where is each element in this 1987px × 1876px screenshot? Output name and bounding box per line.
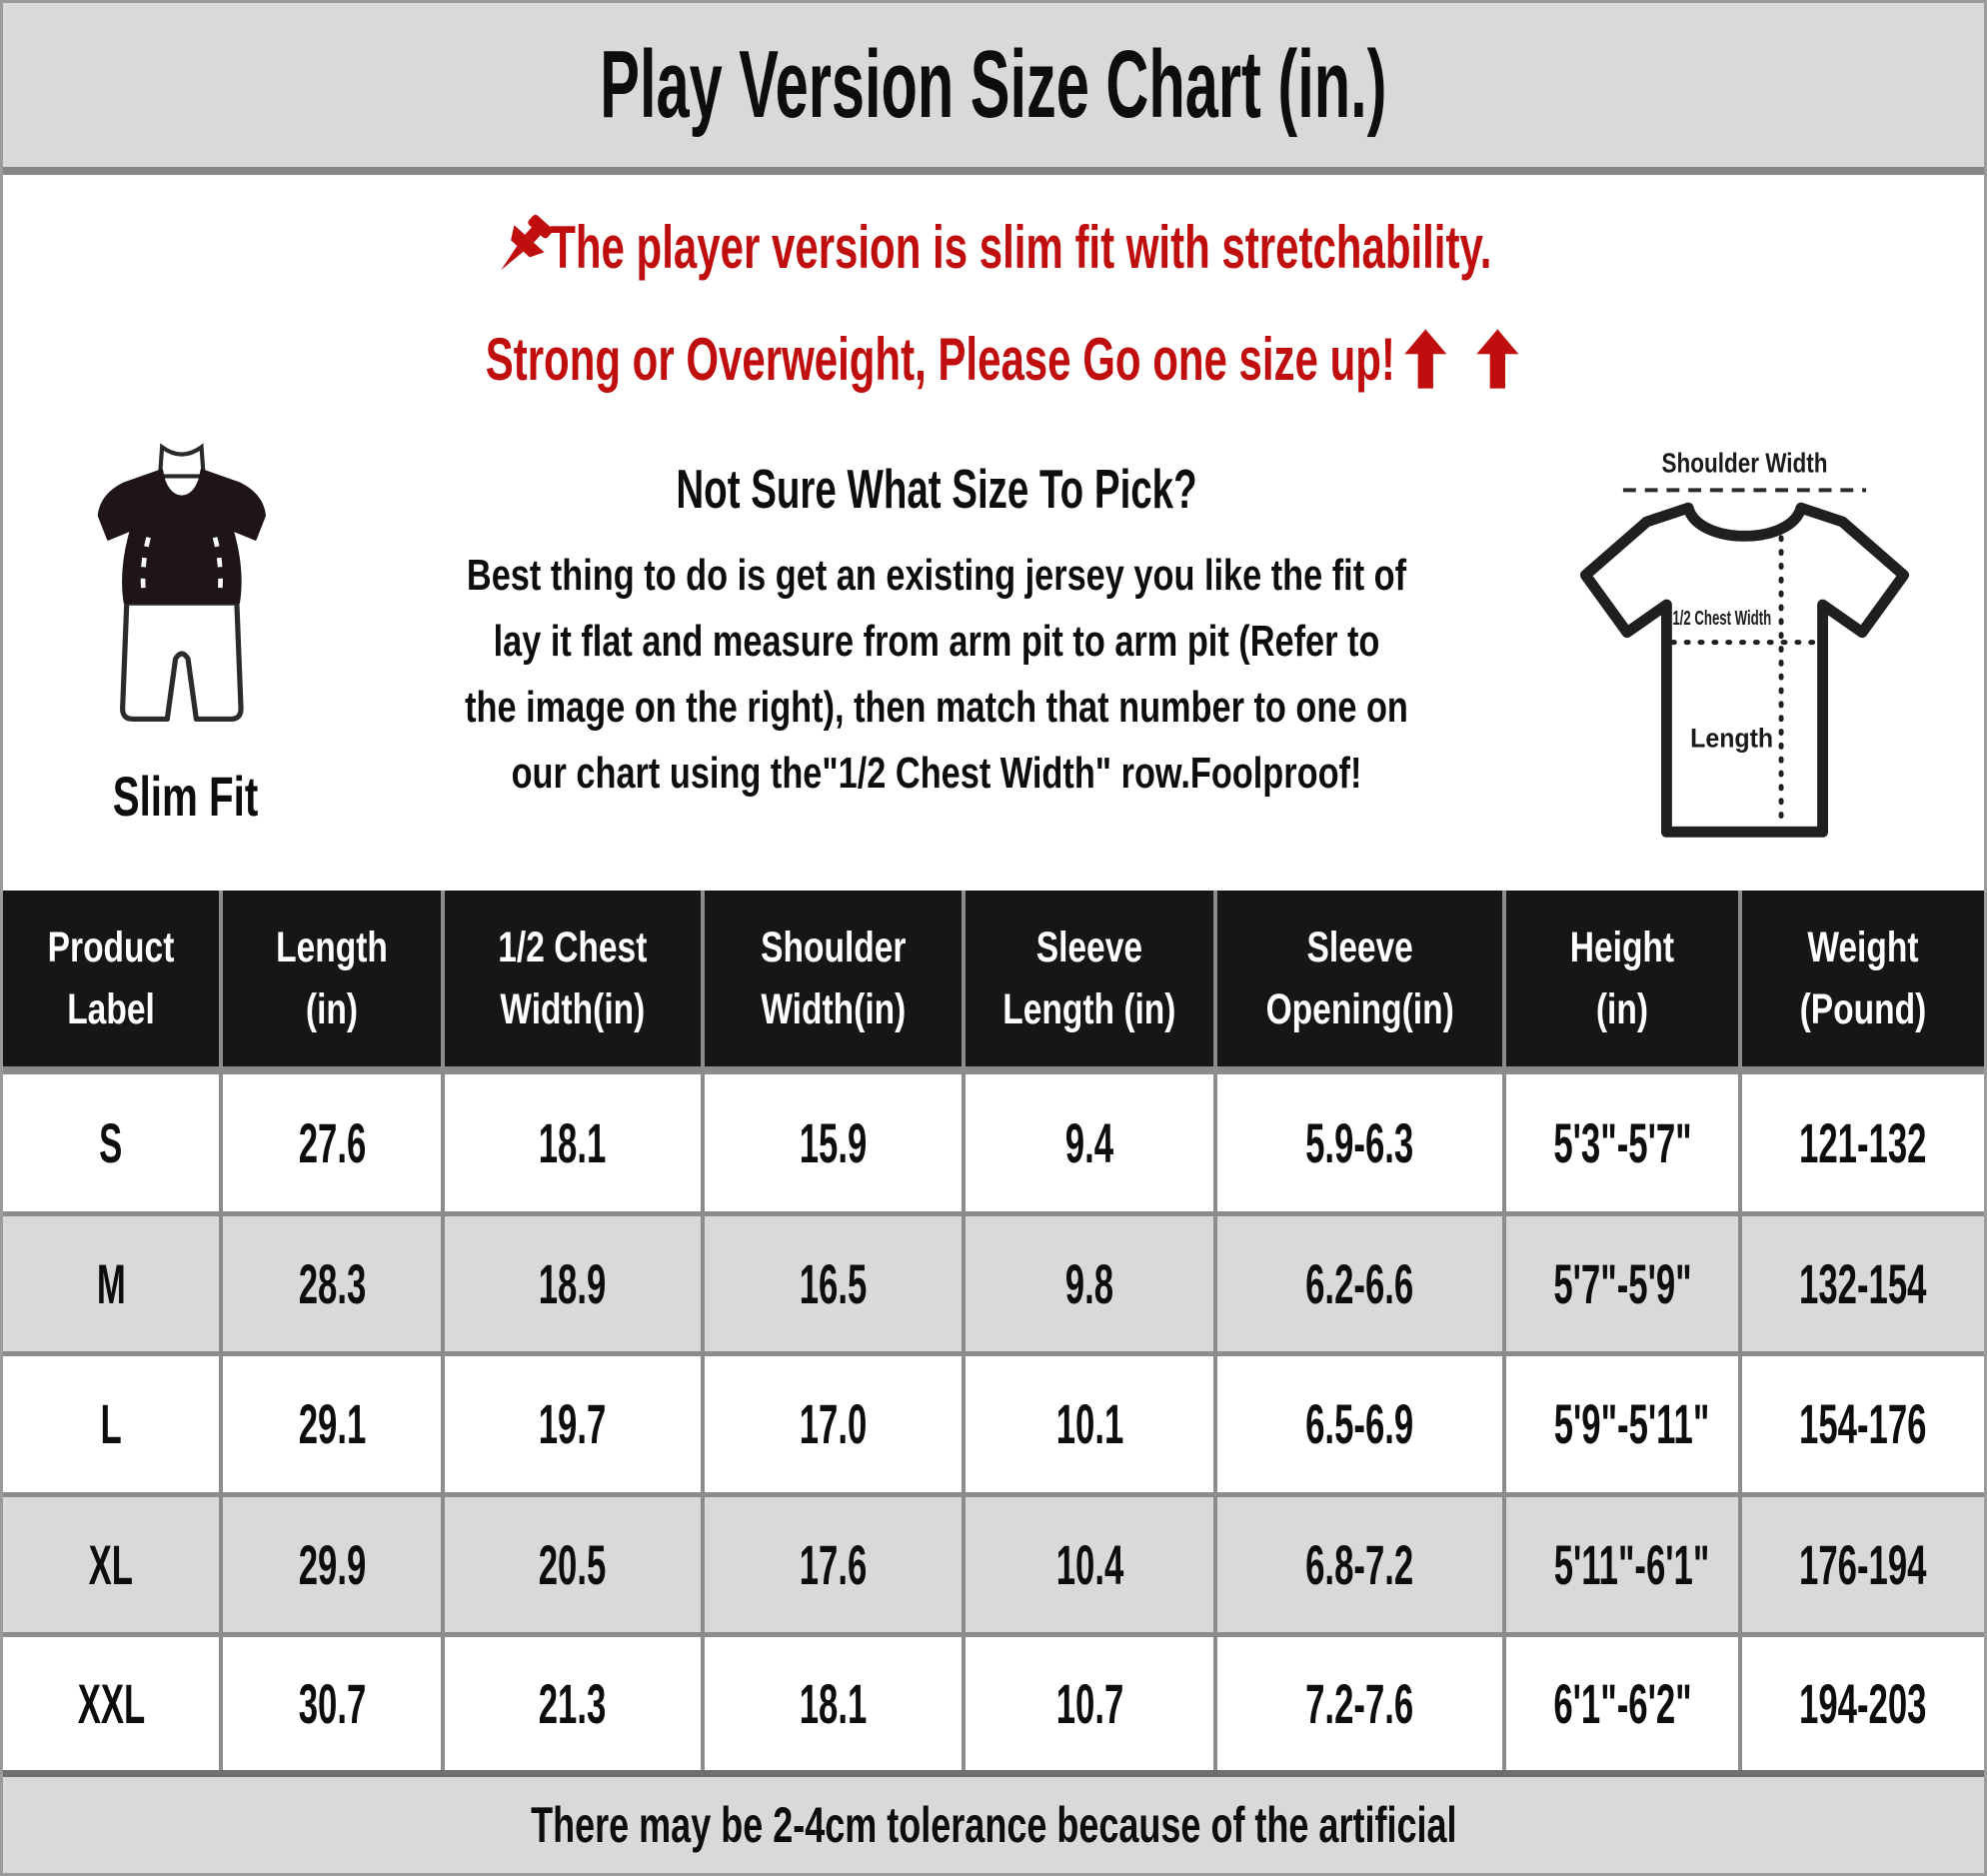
col-header-product-label: Product Label (3, 891, 222, 1074)
table-cell: 28.3 (219, 1210, 443, 1354)
size-help-line-4: our chart using the"1/2 Chest Width" row… (511, 749, 1362, 798)
table-cell: 6.2-6.6 (1212, 1210, 1505, 1354)
table-cell: 10.7 (962, 1632, 1215, 1770)
pushpin-icon (501, 214, 553, 271)
slim-fit-figure: Slim Fit (45, 439, 326, 829)
table-cell: 19.7 (440, 1351, 703, 1495)
up-arrow-icon (1404, 329, 1447, 389)
table-cell: 20.5 (440, 1491, 703, 1635)
col-header-length: Length (in) (219, 891, 443, 1074)
table-row-m: M 28.3 18.9 16.5 9.8 6.2-6.6 5'7"-5'9" 1… (3, 1210, 1984, 1354)
page-title: Play Version Size Chart (in.) (600, 31, 1387, 138)
tshirt-diagram-illustration: Shoulder Width 1/2 Chest Width Length (1579, 448, 1910, 838)
table-cell: 10.4 (962, 1491, 1215, 1635)
table-cell: 18.9 (440, 1210, 703, 1354)
table-cell: 17.6 (700, 1491, 965, 1635)
table-cell: 29.1 (219, 1351, 443, 1495)
notice-line-1: The player version is slim fit with stre… (300, 205, 1686, 289)
table-cell: 18.1 (440, 1070, 703, 1214)
col-header-shoulder-width: Shoulder Width(in) (700, 891, 965, 1074)
table-cell: 154-176 (1738, 1351, 1984, 1495)
table-cell: 5.9-6.3 (1212, 1070, 1505, 1214)
info-columns: Slim Fit Not Sure What Size To Pick? Bes… (3, 439, 1984, 869)
table-cell: XL (3, 1491, 222, 1635)
notice-text-2: Strong or Overweight, Please Go one size… (485, 325, 1395, 393)
shoulder-width-label: Shoulder Width (1661, 448, 1827, 479)
table-row-s: S 27.6 18.1 15.9 9.4 5.9-6.3 5'3"-5'7" 1… (3, 1070, 1984, 1214)
table-cell: XXL (3, 1632, 222, 1770)
table-cell: 176-194 (1738, 1491, 1984, 1635)
size-help: Not Sure What Size To Pick? Best thing t… (326, 439, 1547, 807)
slim-fit-illustration (97, 443, 266, 723)
table-cell: 6.8-7.2 (1212, 1491, 1505, 1635)
col-header-height: Height (in) (1502, 891, 1741, 1074)
length-label: Length (1690, 723, 1773, 753)
table-cell: 6.5-6.9 (1212, 1351, 1505, 1495)
measurement-diagram: Shoulder Width 1/2 Chest Width Length (1547, 439, 1942, 869)
table-cell: 17.0 (700, 1351, 965, 1495)
up-arrow-icon (1476, 329, 1519, 389)
table-row-xl: XL 29.9 20.5 17.6 10.4 6.8-7.2 5'11"-6'1… (3, 1491, 1984, 1635)
table-row-l: L 29.1 19.7 17.0 10.1 6.5-6.9 5'9"-5'11"… (3, 1351, 1984, 1495)
table-cell: L (3, 1351, 222, 1495)
table-cell: 6'1"-6'2" (1502, 1632, 1741, 1770)
col-header-sleeve-length: Sleeve Length (in) (962, 891, 1215, 1074)
title-band: Play Version Size Chart (in.) (3, 3, 1984, 175)
table-cell: 27.6 (219, 1070, 443, 1214)
table-cell: 132-154 (1738, 1210, 1984, 1354)
slim-fit-label: Slim Fit (112, 765, 259, 828)
footer-band: There may be 2-4cm tolerance because of … (3, 1770, 1984, 1873)
table-row-xxl: XXL 30.7 21.3 18.1 10.7 7.2-7.6 6'1"-6'2… (3, 1632, 1984, 1770)
table-cell: 9.4 (962, 1070, 1215, 1214)
table-cell: 18.1 (700, 1632, 965, 1770)
table-cell: 9.8 (962, 1210, 1215, 1354)
table-cell: 21.3 (440, 1632, 703, 1770)
table-cell: M (3, 1210, 222, 1354)
half-chest-width-label: 1/2 Chest Width (1672, 607, 1771, 630)
tolerance-note: There may be 2-4cm tolerance because of … (530, 1797, 1457, 1853)
table-cell: 121-132 (1738, 1070, 1984, 1214)
table-cell: 30.7 (219, 1632, 443, 1770)
size-help-line-3: the image on the right), then match that… (465, 683, 1408, 732)
size-table: Product Label Length (in) 1/2 Chest Width(i… (3, 891, 1984, 1770)
table-cell: 10.1 (962, 1351, 1215, 1495)
table-cell: 16.5 (700, 1210, 965, 1354)
notice-line-2: Strong or Overweight, Please Go one size… (300, 317, 1686, 401)
table-cell: 5'9"-5'11" (1502, 1351, 1741, 1495)
table-header-row: Product Label Length (in) 1/2 Chest Width(i… (3, 891, 1984, 1074)
notice-text-1: The player version is slim fit with stre… (550, 213, 1492, 281)
table-cell: S (3, 1070, 222, 1214)
table-cell: 5'11"-6'1" (1502, 1491, 1741, 1635)
table-cell: 7.2-7.6 (1212, 1632, 1505, 1770)
size-help-line-1: Best thing to do is get an existing jers… (466, 551, 1407, 600)
up-arrows (1404, 329, 1519, 389)
size-help-line-2: lay it flat and measure from arm pit to … (493, 617, 1380, 666)
col-header-half-chest-width: 1/2 Chest Width(in) (440, 891, 703, 1074)
size-help-heading: Not Sure What Size To Pick? (676, 458, 1197, 520)
table-cell: 5'3"-5'7" (1502, 1070, 1741, 1214)
table-cell: 15.9 (700, 1070, 965, 1214)
table-cell: 5'7"-5'9" (1502, 1210, 1741, 1354)
col-header-sleeve-opening: Sleeve Opening(in) (1212, 891, 1505, 1074)
info-section: The player version is slim fit with stre… (3, 175, 1984, 891)
table-cell: 194-203 (1738, 1632, 1984, 1770)
table-cell: 29.9 (219, 1491, 443, 1635)
col-header-weight: Weight (Pound) (1738, 891, 1984, 1074)
